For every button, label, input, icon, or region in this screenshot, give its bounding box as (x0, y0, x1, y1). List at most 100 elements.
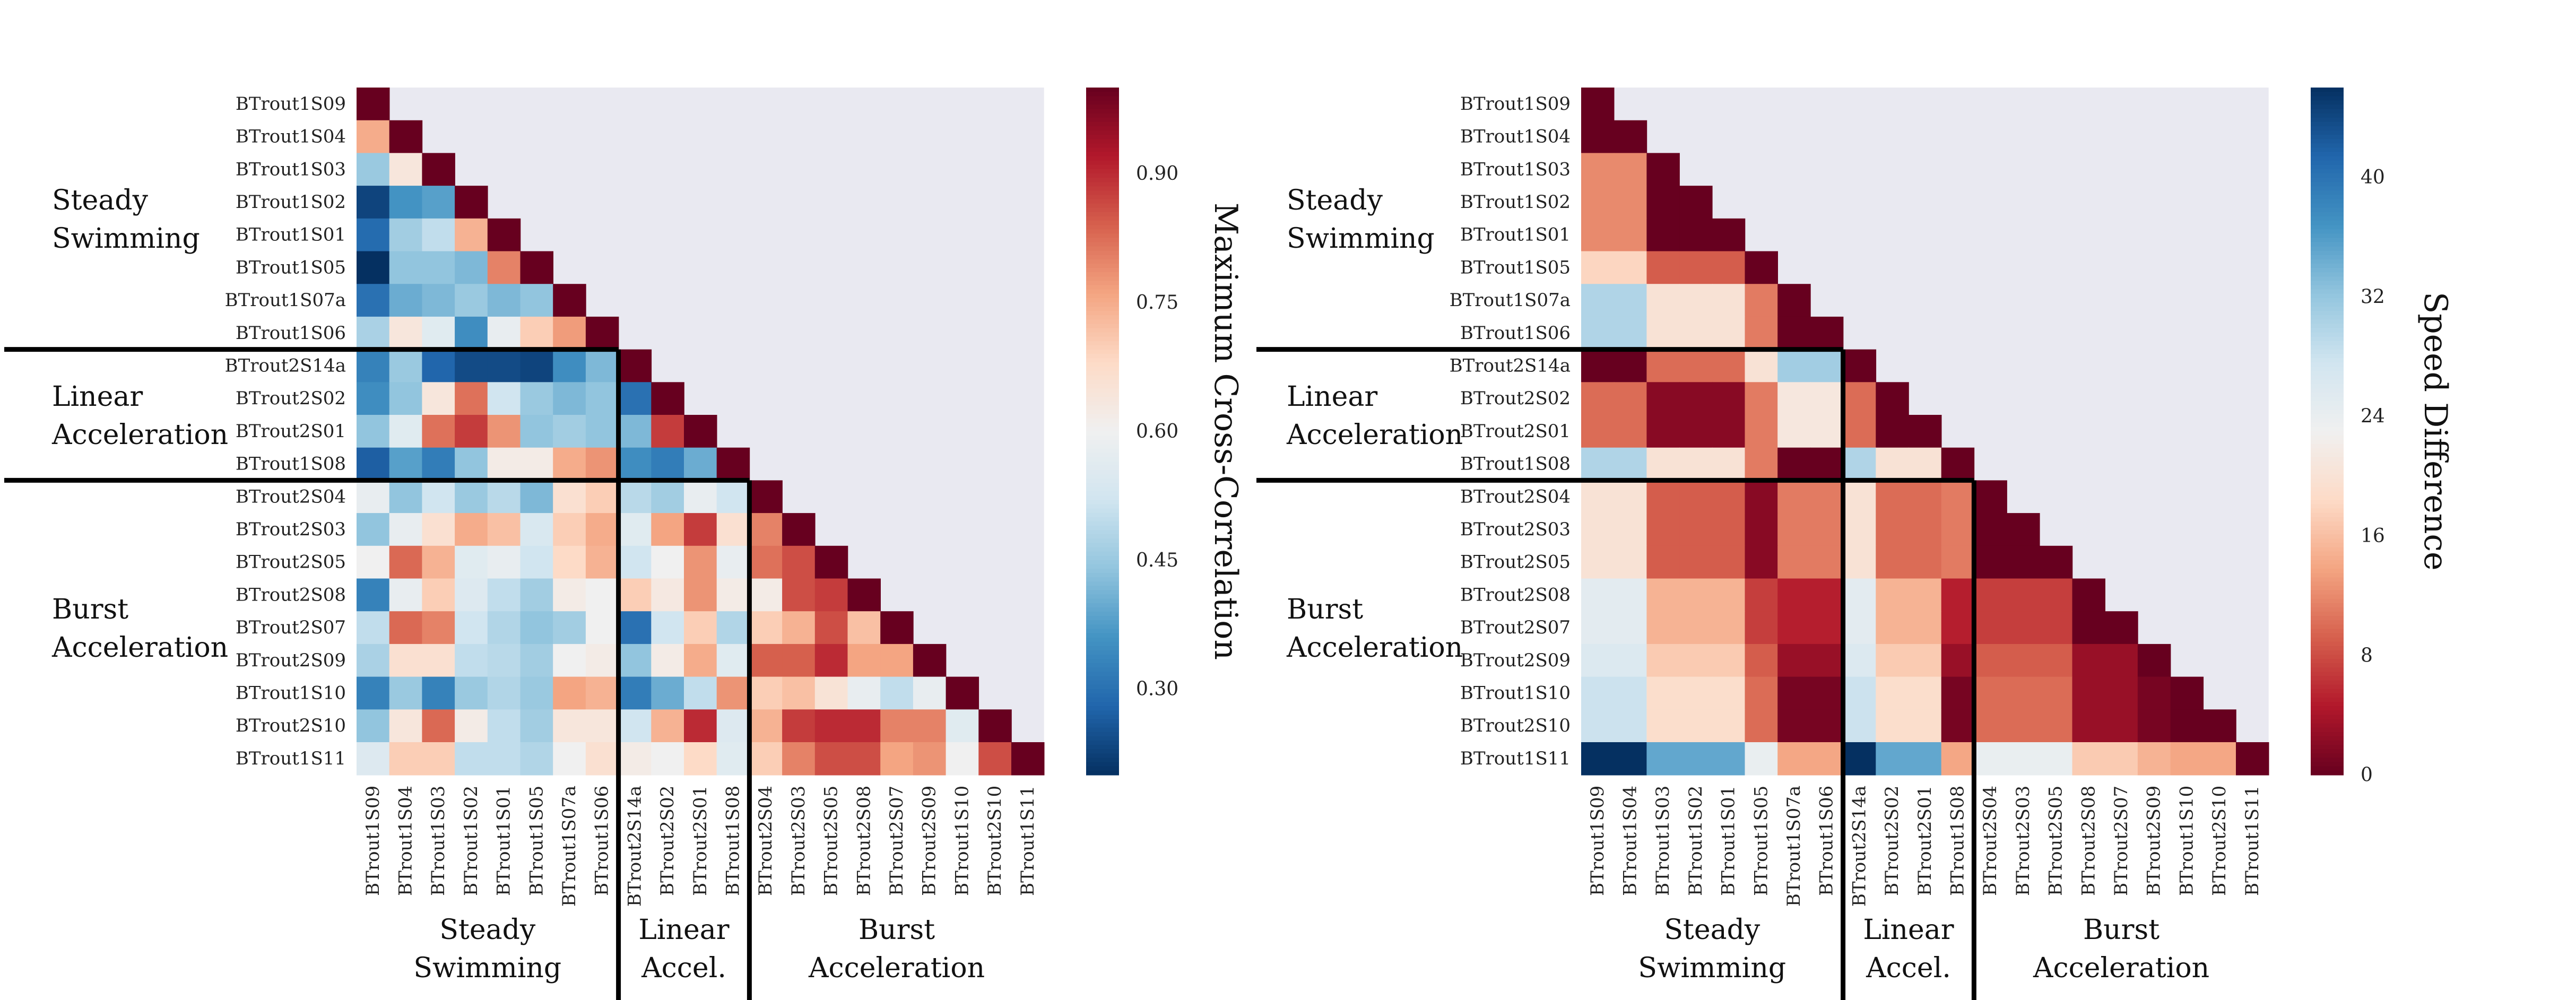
heatmap-cell (1581, 284, 1615, 317)
heatmap-cell (1614, 480, 1647, 514)
colorbar-segment (2311, 229, 2344, 234)
column-group-label: Swimming (413, 952, 561, 984)
heatmap-cell (1876, 382, 1909, 415)
colorbar-segment (1086, 590, 1119, 595)
colorbar-segment (1086, 491, 1119, 496)
heatmap-cell (1614, 120, 1647, 154)
colorbar-segment (1086, 736, 1119, 741)
heatmap-cell (586, 742, 619, 776)
heatmap-cell (553, 611, 586, 645)
colorbar-segment (2311, 251, 2344, 256)
heatmap-cell (815, 677, 848, 710)
colorbar-segment (2311, 543, 2344, 547)
heatmap-cell (488, 709, 521, 743)
heatmap-cell (389, 546, 423, 579)
heatmap-cell (389, 742, 423, 776)
heatmap-cell (1679, 579, 1713, 612)
colorbar-segment (1086, 333, 1119, 337)
heatmap-cell (619, 644, 652, 677)
heatmap-cell (1712, 382, 1746, 415)
heatmap-cell (455, 317, 488, 350)
heatmap-cell (2138, 644, 2171, 677)
heatmap-cell (521, 480, 554, 514)
row-tick-label: BTrout1S02 (1460, 192, 1571, 213)
heatmap-cell (651, 480, 684, 514)
heatmap-cell (553, 579, 586, 612)
heatmap-cell (521, 709, 554, 743)
colorbar-segment (2311, 440, 2344, 445)
heatmap-cell (1941, 448, 1975, 481)
colorbar-segment (1086, 659, 1119, 664)
colorbar-segment (2311, 419, 2344, 423)
colorbar-segment (1086, 603, 1119, 608)
column-tick-label: BTrout1S10 (2176, 786, 2197, 896)
heatmap-cell (1581, 153, 1615, 186)
heatmap-cell (586, 448, 619, 481)
heatmap-cell (1777, 677, 1811, 710)
heatmap-cell (357, 480, 390, 514)
heatmap-cell (1614, 513, 1647, 546)
heatmap-cell (2007, 513, 2040, 546)
heatmap-cell (1679, 709, 1713, 743)
row-tick-label: BTrout1S11 (1460, 748, 1571, 769)
colorbar-segment (1086, 573, 1119, 578)
heatmap-cell (1777, 513, 1811, 546)
heatmap-cell (455, 677, 488, 710)
colorbar-segment (2311, 268, 2344, 273)
heatmap-cell (2105, 677, 2138, 710)
colorbar-segment (2311, 233, 2344, 238)
colorbar-segment (1086, 530, 1119, 535)
row-tick-label: BTrout2S01 (1460, 421, 1571, 442)
colorbar-segment (2311, 762, 2344, 767)
colorbar-segment (2311, 710, 2344, 715)
column-tick-label: BTrout1S05 (1750, 786, 1772, 896)
colorbar-segment (2311, 307, 2344, 311)
heatmap-cell (651, 709, 684, 743)
heatmap-cell (1909, 448, 1942, 481)
heatmap-cell (1876, 742, 1909, 776)
heatmap-cell (422, 415, 455, 448)
colorbar-segment (1086, 397, 1119, 402)
colorbar-segment (1086, 474, 1119, 479)
heatmap-cell (749, 644, 783, 677)
colorbar-segment (1086, 225, 1119, 230)
row-tick-label: BTrout1S03 (1460, 159, 1571, 180)
heatmap-cell (488, 448, 521, 481)
heatmap-cell (357, 350, 390, 383)
row-group-label: Acceleration (1286, 419, 1463, 451)
colorbar-segment (1086, 689, 1119, 694)
heatmap-cell (1712, 709, 1746, 743)
heatmap-cell (1843, 480, 1877, 514)
column-tick-label: BTrout2S14a (624, 786, 645, 907)
colorbar-segment (1086, 259, 1119, 264)
row-group-label: Steady (1287, 185, 1383, 216)
heatmap-cell (455, 251, 488, 285)
colorbar-segment (1086, 719, 1119, 724)
heatmap-cell (1876, 677, 1909, 710)
colorbar-segment (2311, 444, 2344, 449)
heatmap-cell (1679, 251, 1713, 285)
heatmap-cell (848, 644, 881, 677)
colorbar-segment (2311, 595, 2344, 599)
colorbar-segment (1086, 186, 1119, 191)
heatmap-cell (389, 448, 423, 481)
heatmap-cell (488, 219, 521, 252)
heatmap-cell (1974, 742, 2007, 776)
column-group-label: Acceleration (808, 952, 985, 984)
colorbar-segment (1086, 182, 1119, 187)
heatmap-cell (782, 579, 816, 612)
heatmap-cell (1712, 251, 1746, 285)
heatmap-cell (815, 579, 848, 612)
heatmap-cell (619, 742, 652, 776)
heatmap-cell (2007, 742, 2040, 776)
heatmap-cell (422, 251, 455, 285)
heatmap-cell (684, 579, 717, 612)
colorbar-segment (2311, 247, 2344, 251)
heatmap-cell (1843, 579, 1877, 612)
column-tick-label: BTrout1S04 (1620, 786, 1641, 896)
heatmap-cell (1810, 677, 1844, 710)
column-tick-label: BTrout1S10 (951, 786, 973, 896)
colorbar-segment (1086, 388, 1119, 393)
